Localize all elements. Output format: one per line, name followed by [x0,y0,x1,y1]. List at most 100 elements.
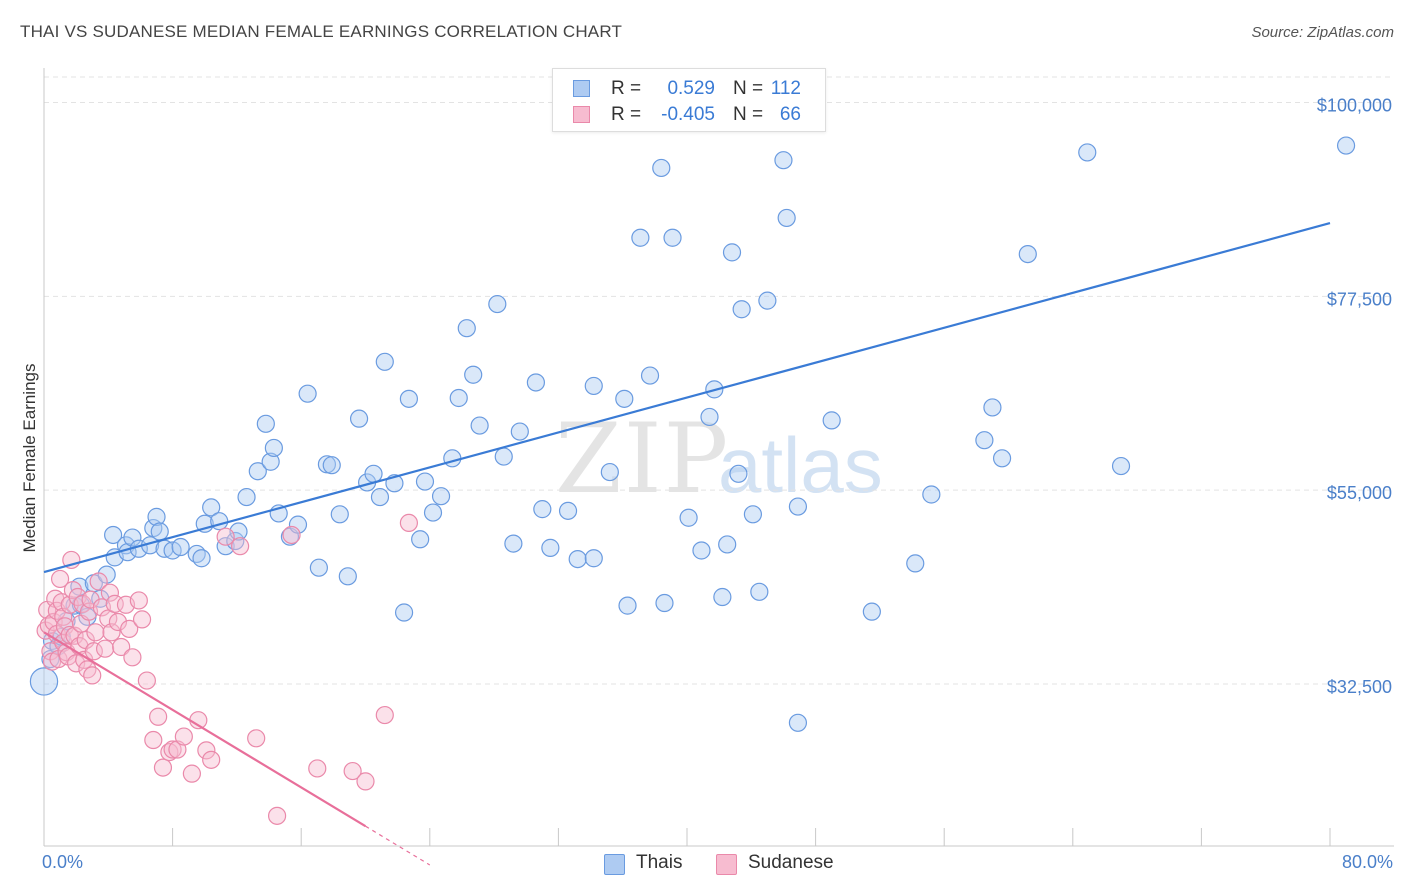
thais-point [375,352,394,371]
legend-label-sudanese: Sudanese [748,852,834,873]
source-label: Source: ZipAtlas.com [1251,24,1394,41]
legend-swatch-thais [604,854,625,875]
sudanese-point [89,572,108,591]
sudanese-point [120,619,139,638]
thais-point [192,549,211,568]
sudanese-point [144,730,163,750]
thais-point [655,593,674,613]
thais-point [788,713,808,732]
thais-point [722,243,742,262]
thais-point [774,151,793,170]
y-tick-label: $55,000 [1327,483,1392,503]
thais-point [399,389,419,408]
thais-point [584,549,603,568]
thais-point [443,449,462,468]
thais-point [732,300,751,319]
thais-point [104,525,123,545]
thais-point [584,376,603,396]
sudanese-point [83,666,102,685]
thais-point [147,507,166,526]
stats-box: R = 0.529 N = 112 R = -0.405 N = 66 [552,68,826,132]
sudanese-point [343,761,362,781]
thais-point [640,366,660,385]
n-label: N = [733,104,764,125]
thais-point [533,500,552,519]
r-label: R = [611,104,642,125]
thais-point [261,452,280,471]
thais-point [758,291,777,310]
thais-point [349,409,369,428]
thais-point [494,447,513,466]
thais-point [298,384,317,403]
thais-point [700,407,719,427]
thais-point [464,365,483,384]
watermark-zip: ZIP [555,403,730,515]
thais-point [1078,143,1097,162]
sudanese-point [86,623,105,642]
stats-row-sudanese: R = -0.405 N = 66 [553,102,825,128]
thais-point [237,487,256,507]
thais-point [922,485,941,504]
sudanese-point [267,806,287,825]
thais-point [488,294,507,314]
legend-swatch-sudanese [716,854,737,875]
thais-point [992,449,1012,468]
thais-trend-line [43,222,1331,574]
sudanese-point [375,705,394,725]
x-tick-min: 0.0% [42,852,84,872]
thais-point [983,398,1002,417]
thais-point [364,464,383,483]
thais-point [338,567,357,586]
y-tick-label: $32,500 [1327,677,1392,697]
sudanese-trend-line [43,631,367,828]
thais-point [615,389,634,408]
thais-point [309,558,328,577]
thais-point [202,498,221,517]
sudanese-point [44,612,63,632]
sudanese-point [247,729,266,748]
thais-point [526,373,545,392]
thais-point [510,422,529,441]
thais-point [718,535,737,554]
n-label: N = [733,78,764,99]
thais-point [600,462,619,482]
thais-point [470,416,489,435]
sudanese-point [163,740,182,759]
thais-point [415,472,435,491]
thais-point [729,464,748,483]
sudanese-point [149,707,168,726]
sudanese-point [78,660,97,679]
r-label: R = [611,78,642,99]
thais-point [777,208,796,228]
sudanese-point [50,569,70,589]
thais-point [264,438,283,458]
sudanese-point [182,764,201,783]
thais-point [663,228,682,247]
stats-swatch-thais [573,80,590,97]
thais-point [558,501,578,520]
thais-point [123,528,142,547]
thais-point [788,497,808,516]
thais-point [29,667,59,696]
thais-point [906,554,925,573]
thais-point [216,537,235,556]
thais-point [1336,136,1356,155]
thais-point [822,411,841,430]
sudanese-point [197,741,216,760]
thais-point [248,462,267,481]
n-value: 112 [770,78,801,99]
sudanese-point [102,623,121,642]
thais-point [449,388,468,408]
y-tick-label: $100,000 [1317,95,1392,115]
thais-point [750,582,769,601]
x-tick-max: 80.0% [1341,852,1393,872]
thais-point [618,596,637,615]
thais-point [1018,244,1037,264]
sudanese-point [137,671,156,690]
thais-point [975,431,994,450]
thais-point [862,602,881,621]
thais-point [679,508,698,527]
sudanese-point [356,772,375,791]
r-value: 0.529 [667,78,715,99]
